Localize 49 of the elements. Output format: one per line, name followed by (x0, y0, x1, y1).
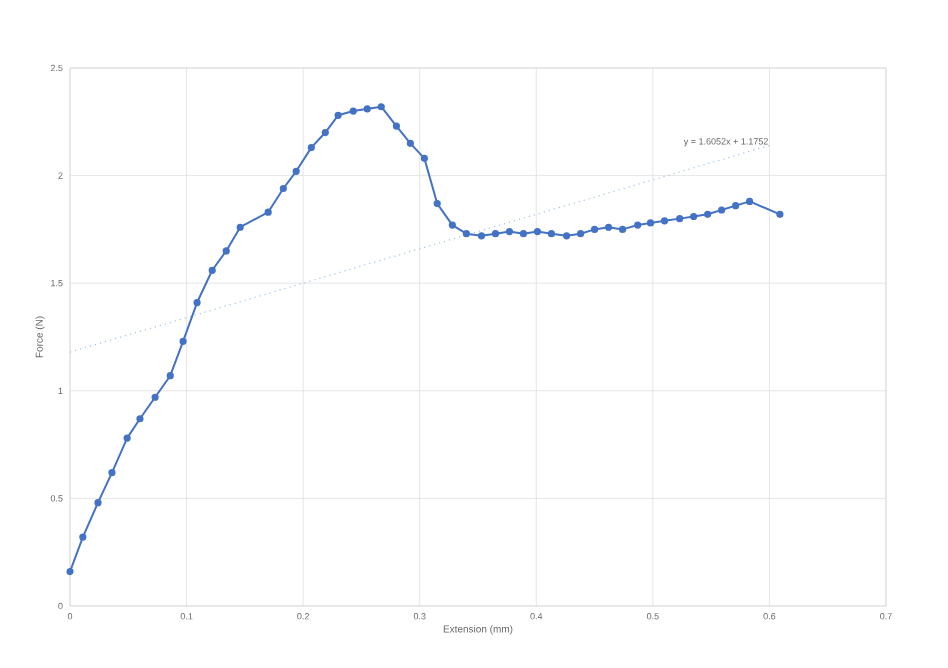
point (618, 225, 627, 233)
point (94, 499, 102, 507)
point (690, 212, 698, 221)
point (108, 468, 116, 477)
point (477, 232, 486, 240)
point (123, 434, 131, 442)
point (634, 221, 642, 229)
point (166, 372, 174, 380)
point (208, 266, 216, 274)
point (377, 103, 385, 111)
point (433, 199, 441, 208)
point (776, 210, 784, 218)
point (136, 415, 144, 423)
point (448, 221, 456, 229)
point (264, 208, 272, 216)
point (462, 230, 470, 238)
point (406, 139, 414, 147)
point (321, 128, 329, 137)
point (193, 298, 201, 307)
point (562, 232, 571, 240)
point (236, 223, 244, 231)
point (420, 154, 428, 162)
point (349, 107, 357, 115)
point (392, 122, 401, 130)
point (307, 144, 315, 152)
point (746, 197, 754, 206)
point (604, 223, 613, 231)
point (491, 230, 500, 238)
point (718, 206, 726, 214)
point (279, 184, 287, 193)
point (533, 227, 542, 236)
point (676, 215, 684, 223)
point (363, 105, 371, 113)
point (79, 533, 87, 541)
point (222, 247, 230, 255)
point (151, 393, 159, 401)
point (732, 202, 740, 210)
point (519, 230, 528, 238)
point (704, 210, 712, 218)
point (292, 167, 300, 175)
point (334, 111, 342, 119)
point (660, 217, 669, 225)
point (179, 337, 187, 345)
point (576, 230, 585, 238)
point (547, 230, 556, 238)
point (505, 227, 514, 236)
point (590, 225, 599, 233)
point (646, 219, 655, 227)
point (66, 567, 74, 576)
